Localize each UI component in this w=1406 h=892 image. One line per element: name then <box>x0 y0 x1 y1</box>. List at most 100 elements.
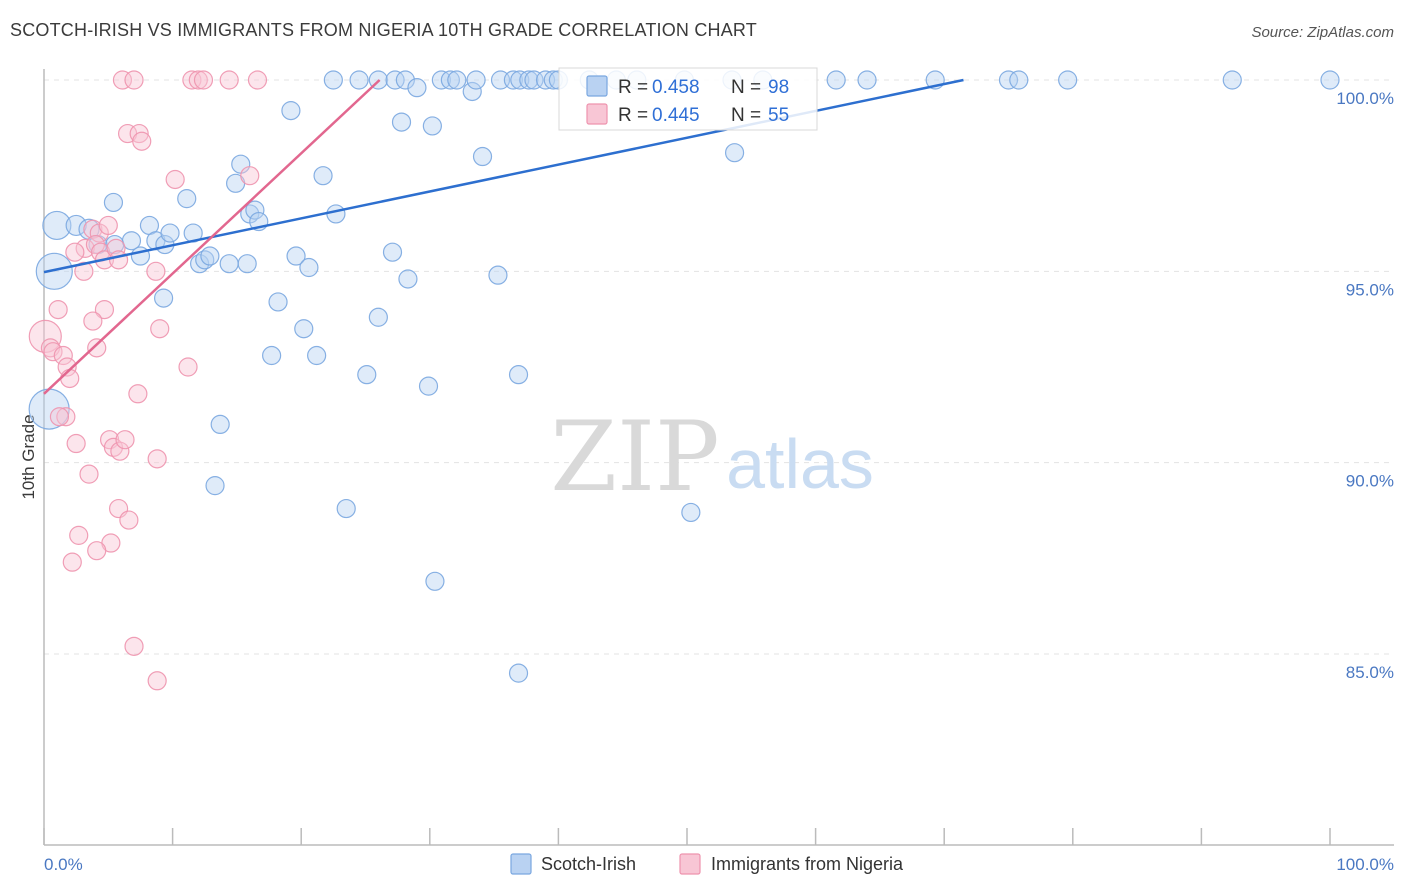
legend-r-label-1: R = <box>618 105 648 126</box>
axes <box>43 69 1394 846</box>
scotch-irish-point-52 <box>681 502 701 523</box>
scotch-irish-point-63 <box>466 70 486 90</box>
scotch-irish-point-59 <box>407 78 427 98</box>
scotch-irish-point-8 <box>103 192 124 213</box>
x-tick-label-min: 0.0% <box>44 855 83 874</box>
scotch-irish-point-26 <box>153 288 174 308</box>
nigeria-point-12 <box>75 238 95 258</box>
scotch-irish-point-32 <box>286 246 306 266</box>
nigeria-point-46 <box>112 70 133 90</box>
chart-title: SCOTCH-IRISH VS IMMIGRANTS FROM NIGERIA … <box>10 20 758 40</box>
scotch-irish-point-47 <box>462 81 482 102</box>
scotch-irish-point-61 <box>440 70 460 90</box>
scotch-irish-point-62 <box>447 70 467 90</box>
scotch-irish-point-17 <box>195 250 215 270</box>
bottom-legend-swatch-scotch-irish <box>510 853 532 875</box>
y-tick-labels: 85.0% 90.0% 95.0% 100.0% <box>1336 89 1394 682</box>
nigeria-point-28 <box>110 441 130 461</box>
series-nigeria-points <box>28 70 268 691</box>
nigeria-point-0 <box>28 319 62 353</box>
bottom-legend-swatch-nigeria <box>679 853 701 875</box>
stats-legend: R = 0.458 N = 98 R = 0.445 N = 55 <box>558 67 818 131</box>
nigeria-point-24 <box>83 311 103 331</box>
x-tick-label-max: 100.0% <box>1336 855 1394 874</box>
nigeria-point-48 <box>182 70 202 90</box>
y-tick-label-95: 95.0% <box>1346 280 1394 299</box>
scotch-irish-point-20 <box>237 254 257 274</box>
scotch-irish-point-50 <box>508 365 529 385</box>
nigeria-point-52 <box>247 70 268 90</box>
legend-n-label-0: N = <box>731 77 761 98</box>
scotch-irish-point-48 <box>472 146 493 167</box>
scotch-irish-point-67 <box>519 70 539 90</box>
y-tick-label-85: 85.0% <box>1346 663 1394 682</box>
scotch-irish-point-27 <box>210 414 230 434</box>
scotch-irish-point-55 <box>349 70 369 90</box>
scotch-irish-point-37 <box>326 204 346 224</box>
scotch-irish-point-7 <box>121 231 142 251</box>
nigeria-point-33 <box>87 541 107 561</box>
scotch-irish-point-33 <box>299 257 319 278</box>
nigeria-point-38 <box>146 261 166 281</box>
nigeria-point-40 <box>178 357 198 377</box>
nigeria-point-45 <box>240 166 260 186</box>
nigeria-point-47 <box>124 70 144 90</box>
bottom-legend-label-nigeria: Immigrants from Nigeria <box>711 854 904 874</box>
scotch-irish-point-57 <box>385 70 405 90</box>
nigeria-point-6 <box>60 368 80 389</box>
bottom-legend-label-scotch-irish: Scotch-Irish <box>541 854 636 874</box>
scotch-irish-point-34 <box>294 319 314 339</box>
scotch-irish-point-18 <box>200 246 220 266</box>
scotch-irish-point-45 <box>418 376 439 396</box>
scotch-irish-point-54 <box>323 70 343 90</box>
scotch-irish-point-53 <box>724 143 745 163</box>
legend-n-label-1: N = <box>731 105 761 126</box>
y-tick-label-100: 100.0% <box>1336 89 1394 108</box>
source-label: Source: ZipAtlas.com <box>1251 24 1394 41</box>
nigeria-point-20 <box>98 215 118 236</box>
scotch-irish-point-83 <box>1058 70 1078 90</box>
nigeria-point-44 <box>132 131 152 151</box>
scotch-irish-point-41 <box>382 242 403 262</box>
nigeria-point-51 <box>219 70 239 90</box>
nigeria-point-36 <box>147 449 167 469</box>
scotch-irish-point-24 <box>245 200 265 220</box>
legend-n-value-scotch-irish: 98 <box>768 77 789 98</box>
nigeria-point-49 <box>188 70 208 90</box>
nigeria-point-31 <box>119 510 139 530</box>
scotch-irish-point-3 <box>65 214 87 237</box>
scotch-irish-point-85 <box>1320 70 1340 90</box>
bottom-legend: Scotch-Irish Immigrants from Nigeria <box>510 853 904 875</box>
scotch-irish-point-82 <box>1009 70 1029 90</box>
x-axis-ticks <box>43 828 1331 845</box>
nigeria-point-11 <box>62 552 82 572</box>
nigeria-point-34 <box>124 636 144 656</box>
nigeria-point-3 <box>48 300 68 320</box>
scotch-irish-point-35 <box>307 345 327 366</box>
nigeria-point-41 <box>165 169 185 190</box>
legend-swatch-nigeria <box>586 103 608 125</box>
legend-r-value-scotch-irish: 0.458 <box>652 77 700 98</box>
scotch-irish-point-38 <box>336 498 356 519</box>
nigeria-point-8 <box>66 433 86 454</box>
scotch-irish-point-46 <box>425 571 445 591</box>
legend-swatch-scotch-irish <box>586 75 608 97</box>
watermark-zip: ZIP <box>550 401 719 513</box>
nigeria-point-29 <box>115 430 135 450</box>
nigeria-point-13 <box>65 242 85 262</box>
y-axis-label: 10th Grade <box>19 414 38 499</box>
scotch-irish-point-42 <box>391 112 412 132</box>
legend-r-value-nigeria: 0.445 <box>652 105 700 126</box>
nigeria-point-25 <box>87 338 107 358</box>
scotch-irish-point-1 <box>35 252 73 290</box>
scotch-irish-point-81 <box>998 70 1019 90</box>
scotch-irish-point-19 <box>219 254 239 274</box>
y-tick-label-90: 90.0% <box>1346 472 1394 491</box>
scotch-irish-point-68 <box>524 70 544 90</box>
nigeria-point-23 <box>94 300 115 320</box>
nigeria-point-2 <box>43 342 63 362</box>
scotch-irish-point-44 <box>422 116 442 136</box>
scotch-irish-point-49 <box>488 265 508 285</box>
watermark: ZIP atlas <box>550 401 874 513</box>
